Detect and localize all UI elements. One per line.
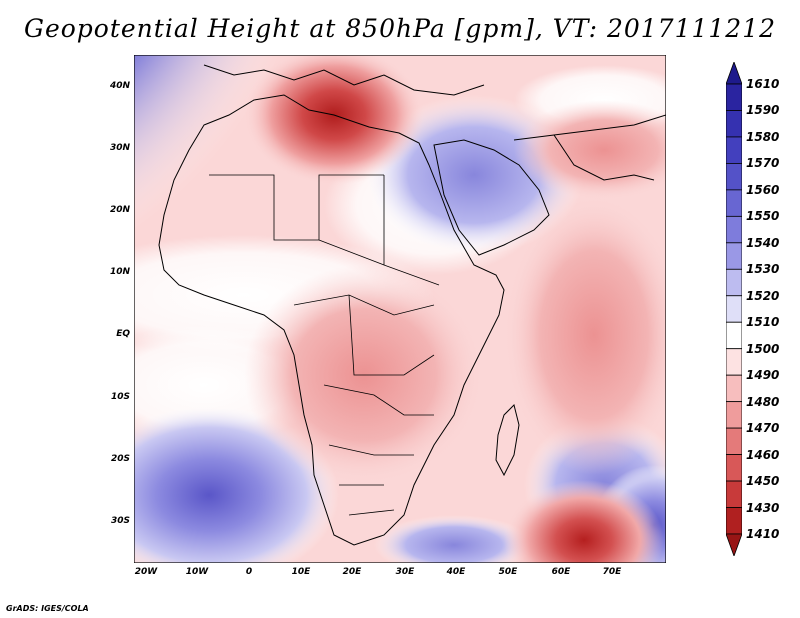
lon-label-60e: 60E [551,567,571,577]
colorbar-label: 1480 [746,394,780,409]
low-pressure-southern-indian [504,480,664,563]
colorbar-swatch [726,83,742,111]
lat-label-20n: 20N [109,205,130,215]
colorbar-swatch [726,454,742,482]
colorbar-label: 1410 [746,527,780,541]
colorbar-label: 1540 [746,235,780,250]
lon-label-10e: 10E [291,567,311,577]
colorbar-label: 1520 [746,288,780,303]
colorbar-top-arrow [726,62,742,85]
africa-coastline [158,94,505,546]
colorbar-swatch [726,189,742,217]
europe-coastline [203,64,485,96]
lat-label-10s: 10S [110,392,130,402]
low-pressure-mediterranean [244,55,424,185]
madagascar-coastline [495,404,520,477]
colorbar-label: 1470 [746,421,780,436]
colorbar-label: 1610 [746,77,780,91]
colorbar-swatch [726,507,742,535]
grads-credit: GrADS: IGES/COLA [6,604,89,613]
colorbar-swatch [726,242,742,270]
lat-label-10n: 10N [109,267,130,277]
colorbar-swatch [726,427,742,455]
colorbar-label: 1500 [746,341,780,356]
colorbar-swatch [726,163,742,191]
lon-label-30e: 30E [395,567,415,577]
lon-label-50e: 50E [498,567,518,577]
colorbar-swatch [726,401,742,429]
colorbar-bottom-arrow [726,533,742,556]
colorbar-label: 1510 [746,315,780,330]
colorbar-swatch [726,136,742,164]
lon-label-20w: 20W [134,567,158,577]
colorbar-label: 1590 [746,103,780,118]
colorbar-swatch [726,348,742,376]
lat-label-eq: EQ [116,329,130,339]
colorbar-label: 1490 [746,368,780,383]
colorbar-swatch [726,110,742,138]
arabia-coastline [433,139,550,256]
colorbar-label: 1450 [746,474,780,489]
lon-label-40e: 40E [446,567,466,577]
colorbar-label: 1570 [746,156,780,171]
colorbar [726,62,742,556]
lon-label-70e: 70E [602,567,622,577]
colorbar-label: 1550 [746,209,780,224]
colorbar-swatch [726,215,742,244]
lat-label-40n: 40N [109,81,130,91]
colorbar-swatch [726,295,742,323]
lon-label-0: 0 [245,567,253,577]
colorbar-swatch [726,374,742,403]
lon-label-20e: 20E [342,567,362,577]
colorbar-label: 1430 [746,500,780,515]
chart-title: Geopotential Height at 850hPa [gpm], VT:… [23,14,777,43]
lat-label-30s: 30S [110,516,130,526]
colorbar-label: 1560 [746,182,780,197]
map-panel [134,55,666,563]
lat-label-20s: 20S [110,454,130,464]
country-borders [209,174,440,516]
colorbar-label: 1530 [746,262,780,277]
colorbar-label: 1580 [746,129,780,144]
colorbar-label: 1460 [746,447,780,462]
lon-label-10w: 10W [185,567,209,577]
asia-coastline [513,114,666,141]
colorbar-swatch [726,480,742,508]
lat-label-30n: 30N [109,143,130,153]
colorbar-swatch [726,321,742,350]
colorbar-swatch [726,268,742,297]
